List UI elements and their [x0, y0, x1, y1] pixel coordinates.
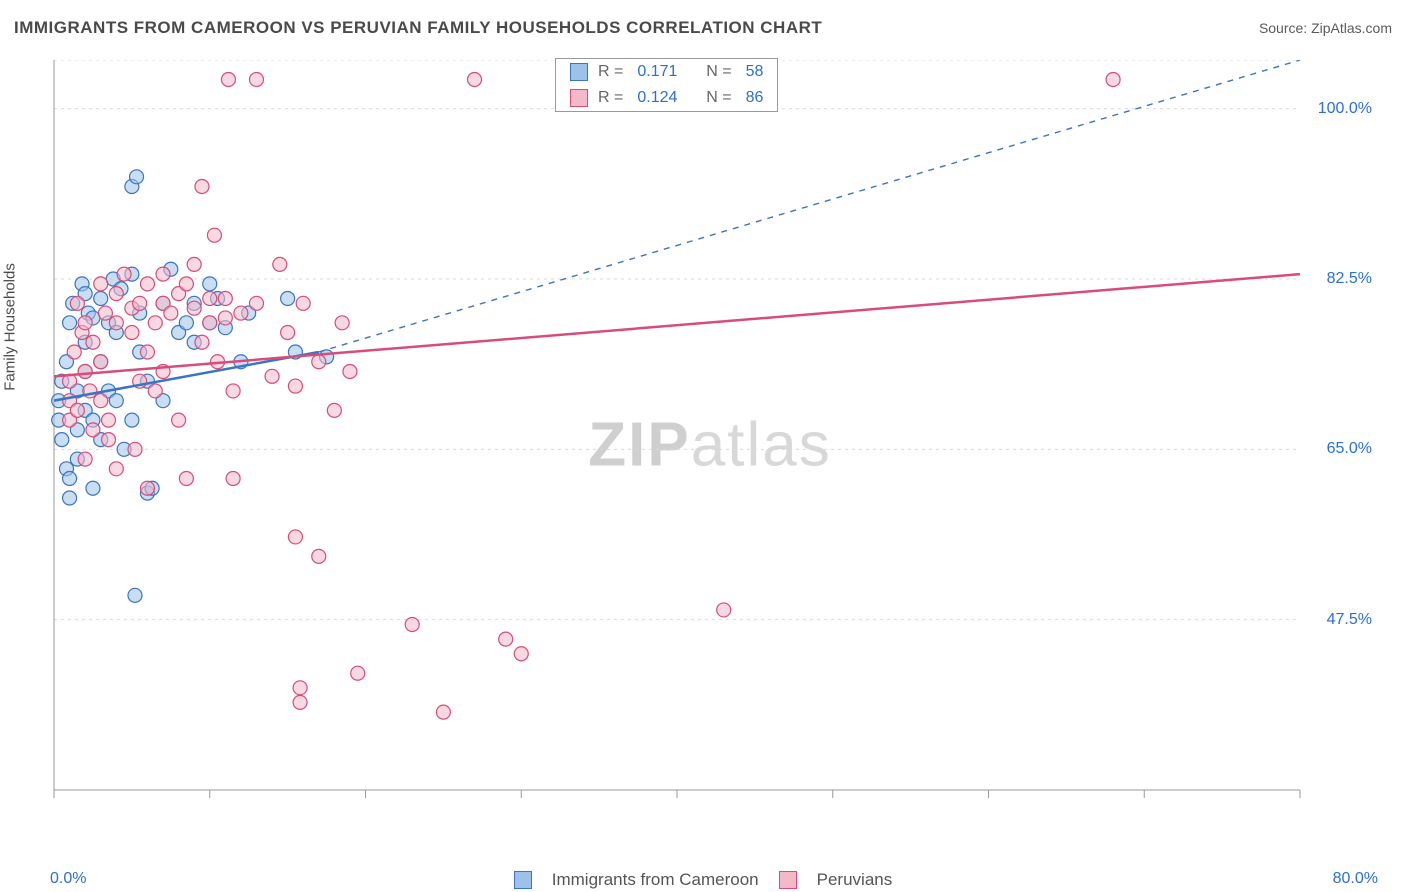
plot-area: ZIPatlas 100.0%82.5%65.0%47.5% [50, 60, 1370, 830]
legend-n-value: 86 [746, 89, 764, 107]
legend-swatch [779, 871, 797, 889]
y-tick-label: 100.0% [1318, 100, 1372, 118]
chart-title: IMMIGRANTS FROM CAMEROON VS PERUVIAN FAM… [14, 18, 822, 38]
legend-swatch [570, 89, 588, 107]
y-tick-label: 82.5% [1327, 270, 1372, 288]
legend-n-label: N = [697, 63, 731, 81]
y-tick-label: 47.5% [1327, 611, 1372, 629]
chart-svg [50, 60, 1370, 830]
legend-row: R = 0.171 N = 58 [556, 59, 777, 85]
legend-swatch [570, 63, 588, 81]
y-axis-label: Family Households [2, 263, 19, 391]
legend-n-label: N = [697, 89, 731, 107]
legend-r-value: 0.171 [637, 63, 687, 81]
legend-row: R = 0.124 N = 86 [556, 85, 777, 111]
legend-n-value: 58 [746, 63, 764, 81]
legend-series-label: Immigrants from Cameroon [552, 870, 759, 889]
legend-r-value: 0.124 [637, 89, 687, 107]
series-legend: Immigrants from Cameroon Peruvians [0, 869, 1406, 890]
correlation-legend: R = 0.171 N = 58 R = 0.124 N = 86 [555, 58, 778, 112]
legend-series-label: Peruvians [817, 870, 893, 889]
legend-r-label: R = [598, 63, 623, 81]
legend-r-label: R = [598, 89, 623, 107]
chart-header: IMMIGRANTS FROM CAMEROON VS PERUVIAN FAM… [14, 18, 1392, 38]
y-tick-label: 65.0% [1327, 440, 1372, 458]
legend-swatch [514, 871, 532, 889]
chart-source: Source: ZipAtlas.com [1259, 20, 1392, 36]
